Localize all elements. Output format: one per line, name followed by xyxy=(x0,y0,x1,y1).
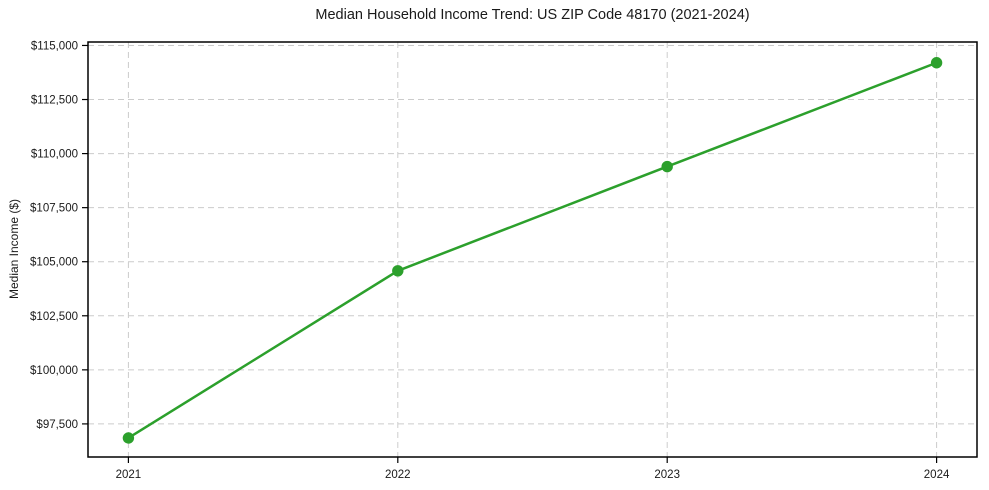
x-tick-label: 2022 xyxy=(385,469,411,481)
x-tick-label: 2023 xyxy=(654,469,680,481)
y-tick-label: $110,000 xyxy=(31,149,78,161)
x-tick-label: 2024 xyxy=(924,469,950,481)
data-point xyxy=(930,57,943,69)
y-tick-label: $107,500 xyxy=(30,203,78,215)
x-tick-label: 2021 xyxy=(116,469,142,481)
y-tick-label: $105,000 xyxy=(30,257,78,269)
y-tick-label: $112,500 xyxy=(31,95,78,107)
y-tick-label: $115,000 xyxy=(31,40,78,52)
y-tick-label: $102,500 xyxy=(30,311,78,323)
data-point xyxy=(661,160,673,173)
y-tick-label: $97,500 xyxy=(36,419,78,431)
data-point xyxy=(122,432,135,444)
plot-border xyxy=(87,41,978,458)
data-line xyxy=(127,61,938,440)
y-tick-label: $100,000 xyxy=(30,365,78,377)
chart-title: Median Household Income Trend: US ZIP Co… xyxy=(315,7,750,23)
data-point xyxy=(392,265,404,277)
